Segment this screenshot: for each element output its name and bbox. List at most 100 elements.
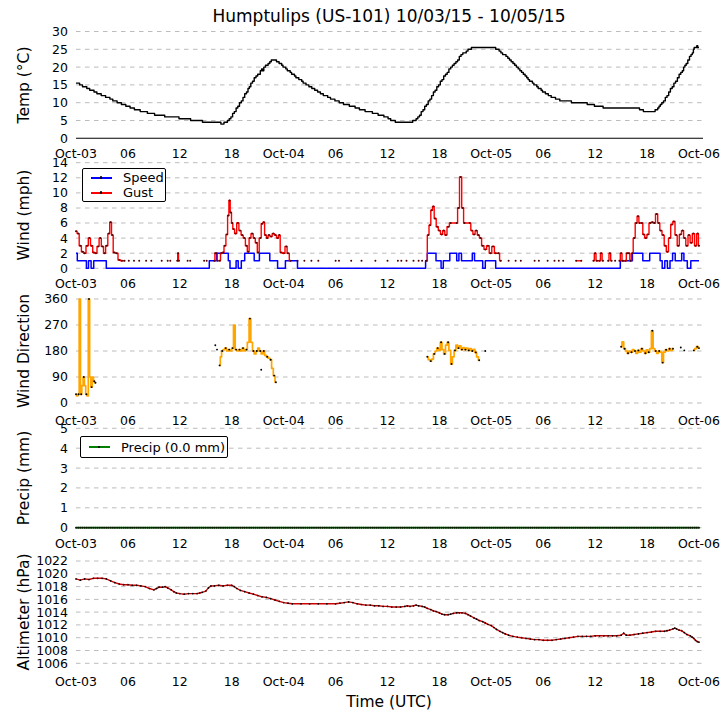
marker <box>161 260 163 262</box>
marker <box>624 348 626 350</box>
x-tick-label: Oct-06 <box>678 276 720 291</box>
y-tick-label: 8 <box>60 200 68 215</box>
marker <box>183 527 185 529</box>
marker <box>265 527 267 529</box>
marker <box>666 251 668 253</box>
marker <box>480 237 482 239</box>
marker <box>599 260 601 262</box>
marker <box>438 527 440 529</box>
marker <box>450 613 452 615</box>
marker <box>555 639 557 641</box>
marker <box>240 590 242 592</box>
marker <box>696 527 698 529</box>
marker <box>136 527 138 529</box>
marker <box>434 527 436 529</box>
marker <box>319 527 321 529</box>
marker <box>136 584 138 586</box>
marker <box>596 260 598 262</box>
precip-legend: Precip (0.0 mm) <box>80 436 228 458</box>
marker <box>389 527 391 529</box>
marker <box>125 527 127 529</box>
marker <box>662 362 664 364</box>
marker <box>690 242 692 244</box>
marker <box>438 230 440 232</box>
marker <box>570 527 572 529</box>
gust-line-swatch <box>91 192 112 194</box>
marker <box>326 527 328 529</box>
marker <box>239 527 241 529</box>
marker <box>642 527 644 529</box>
marker <box>620 346 622 348</box>
marker <box>291 527 293 529</box>
marker <box>540 527 542 529</box>
marker <box>444 353 446 355</box>
marker <box>447 226 449 228</box>
marker <box>557 527 559 529</box>
marker <box>554 260 556 262</box>
charts-canvas: 051015202530Oct-03061218Oct-04061218Oct-… <box>0 0 724 725</box>
marker <box>694 527 696 529</box>
marker <box>250 527 252 529</box>
marker <box>194 527 196 529</box>
marker <box>685 527 687 529</box>
marker <box>339 527 341 529</box>
marker <box>241 234 243 236</box>
marker <box>686 245 688 247</box>
marker <box>275 381 277 383</box>
marker <box>551 527 553 529</box>
marker <box>461 612 463 614</box>
marker <box>167 260 169 262</box>
marker <box>449 527 451 529</box>
marker <box>431 209 433 211</box>
marker <box>192 527 194 529</box>
marker <box>607 635 609 637</box>
marker <box>192 593 194 595</box>
gust-line <box>426 177 501 261</box>
marker <box>95 252 97 254</box>
marker <box>337 527 339 529</box>
y-tick-label: 90 <box>52 369 68 384</box>
marker <box>88 298 90 300</box>
marker <box>270 527 272 529</box>
marker <box>655 350 657 352</box>
marker <box>592 260 594 262</box>
marker <box>607 527 609 529</box>
marker <box>176 592 178 594</box>
marker <box>283 252 285 254</box>
marker <box>133 527 135 529</box>
marker <box>221 350 223 352</box>
x-tick-label: 18 <box>224 413 240 428</box>
marker <box>575 260 577 262</box>
marker <box>222 585 224 587</box>
marker <box>307 527 309 529</box>
marker <box>664 245 666 247</box>
marker <box>492 245 494 247</box>
marker <box>629 527 631 529</box>
marker <box>326 603 328 605</box>
y-tick-label: 270 <box>44 317 68 332</box>
direction-line <box>76 299 96 396</box>
marker <box>443 230 445 232</box>
marker <box>86 245 88 247</box>
marker <box>577 527 579 529</box>
marker <box>434 218 436 220</box>
marker <box>402 527 404 529</box>
marker <box>77 527 79 529</box>
marker <box>114 582 116 584</box>
marker <box>490 625 492 627</box>
marker <box>106 245 108 247</box>
marker <box>166 527 168 529</box>
marker <box>231 527 233 529</box>
marker <box>369 527 371 529</box>
marker <box>514 527 516 529</box>
marker <box>418 260 420 262</box>
marker <box>127 584 129 586</box>
marker <box>689 527 691 529</box>
marker <box>527 527 529 529</box>
marker <box>256 350 258 352</box>
marker <box>596 527 598 529</box>
marker <box>365 527 367 529</box>
marker <box>138 527 140 529</box>
x-tick-label: 18 <box>431 536 447 551</box>
marker <box>642 632 644 634</box>
